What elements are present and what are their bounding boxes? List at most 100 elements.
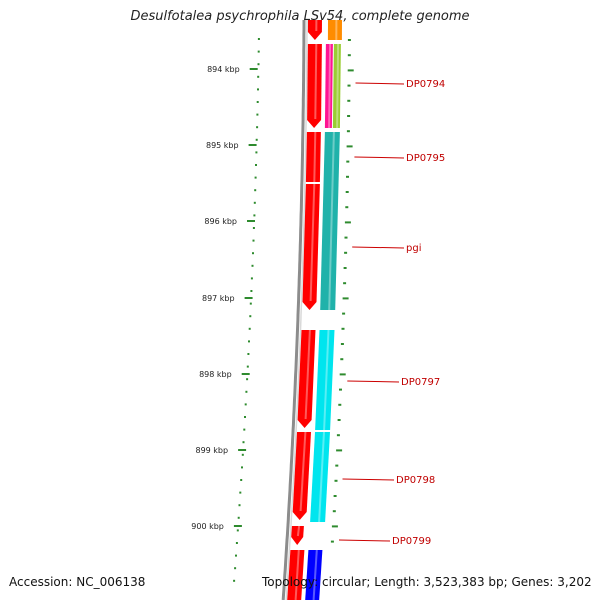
scale-dot (247, 353, 250, 355)
cds-forward (305, 132, 321, 182)
scale-dot (246, 365, 249, 368)
scale-dot (241, 466, 243, 469)
gene-label-dp0799: DP0799 (392, 536, 431, 547)
tick-label: 899 kbp (195, 446, 228, 455)
cds-forward-highlight (294, 549, 300, 600)
cds-teal (320, 132, 340, 310)
scale-dot (249, 315, 252, 318)
scale-dot (256, 113, 259, 116)
scale-dot (238, 504, 241, 507)
scale-dot (244, 416, 246, 418)
tick-label: 896 kbp (204, 217, 237, 226)
scale-dot (248, 327, 251, 330)
outer-scale-ticks (330, 39, 354, 543)
genome-title: Desulfotalea psychrophila LSv54, complet… (130, 9, 470, 24)
scale-dot (249, 302, 252, 305)
scale-dot (235, 554, 237, 557)
scale-tick-labels: 894 kbp 895 kbp 896 kbp 897 kbp 898 kbp 899 k… (191, 65, 239, 531)
tick-label: 900 kbp (191, 522, 224, 531)
cds-cyan (310, 432, 330, 522)
genome-backbone (281, 20, 308, 600)
cds-forward (287, 550, 305, 600)
cds-forward-highlight (314, 43, 318, 120)
scale-dot (257, 63, 260, 66)
backbone-line (281, 20, 306, 600)
cds-forward-highlight (313, 131, 317, 183)
gene-leader-line (352, 246, 405, 249)
scale-dot (255, 151, 258, 154)
scale-dot (251, 264, 254, 267)
scale-dot (245, 390, 248, 393)
scale-dot (237, 516, 240, 519)
gene-label-dp0798: DP0798 (396, 475, 435, 486)
scale-dot (257, 50, 260, 53)
cds-forward-highlight (309, 183, 316, 302)
topology-stats-text: Topology: circular; Length: 3,523,383 bp… (262, 575, 592, 589)
gene-leader-line (342, 478, 395, 481)
gene-label-pgi: pgi (406, 243, 421, 254)
cds-forward (292, 432, 311, 520)
gene-leader-line (355, 82, 405, 85)
scale-dot (240, 479, 243, 481)
tick-label: 898 kbp (199, 370, 232, 379)
scale-dot (250, 277, 253, 280)
scale-dot (246, 378, 249, 381)
scale-dot (255, 164, 257, 166)
cds-blue-highlight (312, 549, 318, 600)
gene-leader-line (347, 380, 400, 383)
scale-dot (241, 453, 244, 456)
gene-label-dp0795: DP0795 (406, 153, 445, 164)
accession-text: Accession: NC_006138 (9, 575, 146, 589)
cds-forward-highlight (299, 431, 307, 512)
scale-dot (252, 227, 255, 229)
cds-forward (307, 44, 322, 128)
scale-dot (248, 340, 250, 343)
cds-cyan-highlight (323, 329, 330, 431)
scale-dots (233, 38, 260, 582)
scale-dot (254, 189, 257, 192)
scale-dot (239, 491, 242, 494)
scale-dot (234, 567, 237, 570)
scale-dot (236, 529, 239, 532)
cds-green (332, 44, 341, 128)
scale-dot (255, 138, 258, 141)
scale-dot (254, 176, 257, 179)
cds-forward (297, 330, 316, 428)
scale-dot (252, 239, 255, 242)
scale-dot (252, 252, 254, 255)
scale-dot (253, 214, 256, 217)
scale-dot (233, 579, 236, 582)
tick-label: 895 kbp (206, 141, 239, 150)
scale-dot (244, 403, 247, 406)
cds-magenta (324, 44, 333, 128)
scale-dot (257, 38, 260, 40)
gene-leader-line (354, 156, 405, 159)
cds-cyan-highlight (318, 431, 325, 523)
feature-tracks (287, 19, 342, 600)
scale-dot (243, 428, 246, 431)
scale-dot (242, 441, 245, 444)
scale-dot (256, 101, 259, 103)
scale-ticks (233, 68, 258, 527)
scale-dot (253, 201, 256, 204)
tick-label: 897 kbp (202, 294, 235, 303)
gene-label-dp0794: DP0794 (406, 79, 445, 90)
cds-green-highlight (336, 43, 340, 129)
backbone-highlight (285, 20, 308, 600)
cds-forward (291, 526, 304, 545)
cds-orange (327, 20, 342, 40)
tick-label: 894 kbp (207, 65, 240, 74)
scale-dot (256, 126, 259, 129)
gene-labels: DP0794 DP0795 pgi DP0797 DP0798 DP0799 (338, 79, 445, 547)
scale-dot (235, 542, 238, 544)
gene-leader-line (338, 539, 391, 542)
gene-label-dp0797: DP0797 (401, 377, 440, 388)
cds-cyan (315, 330, 335, 430)
cds-teal-highlight (328, 131, 335, 311)
scale-dot (257, 75, 260, 78)
scale-dot (257, 88, 259, 91)
cds-forward (302, 184, 320, 310)
scale-dot (250, 290, 253, 292)
